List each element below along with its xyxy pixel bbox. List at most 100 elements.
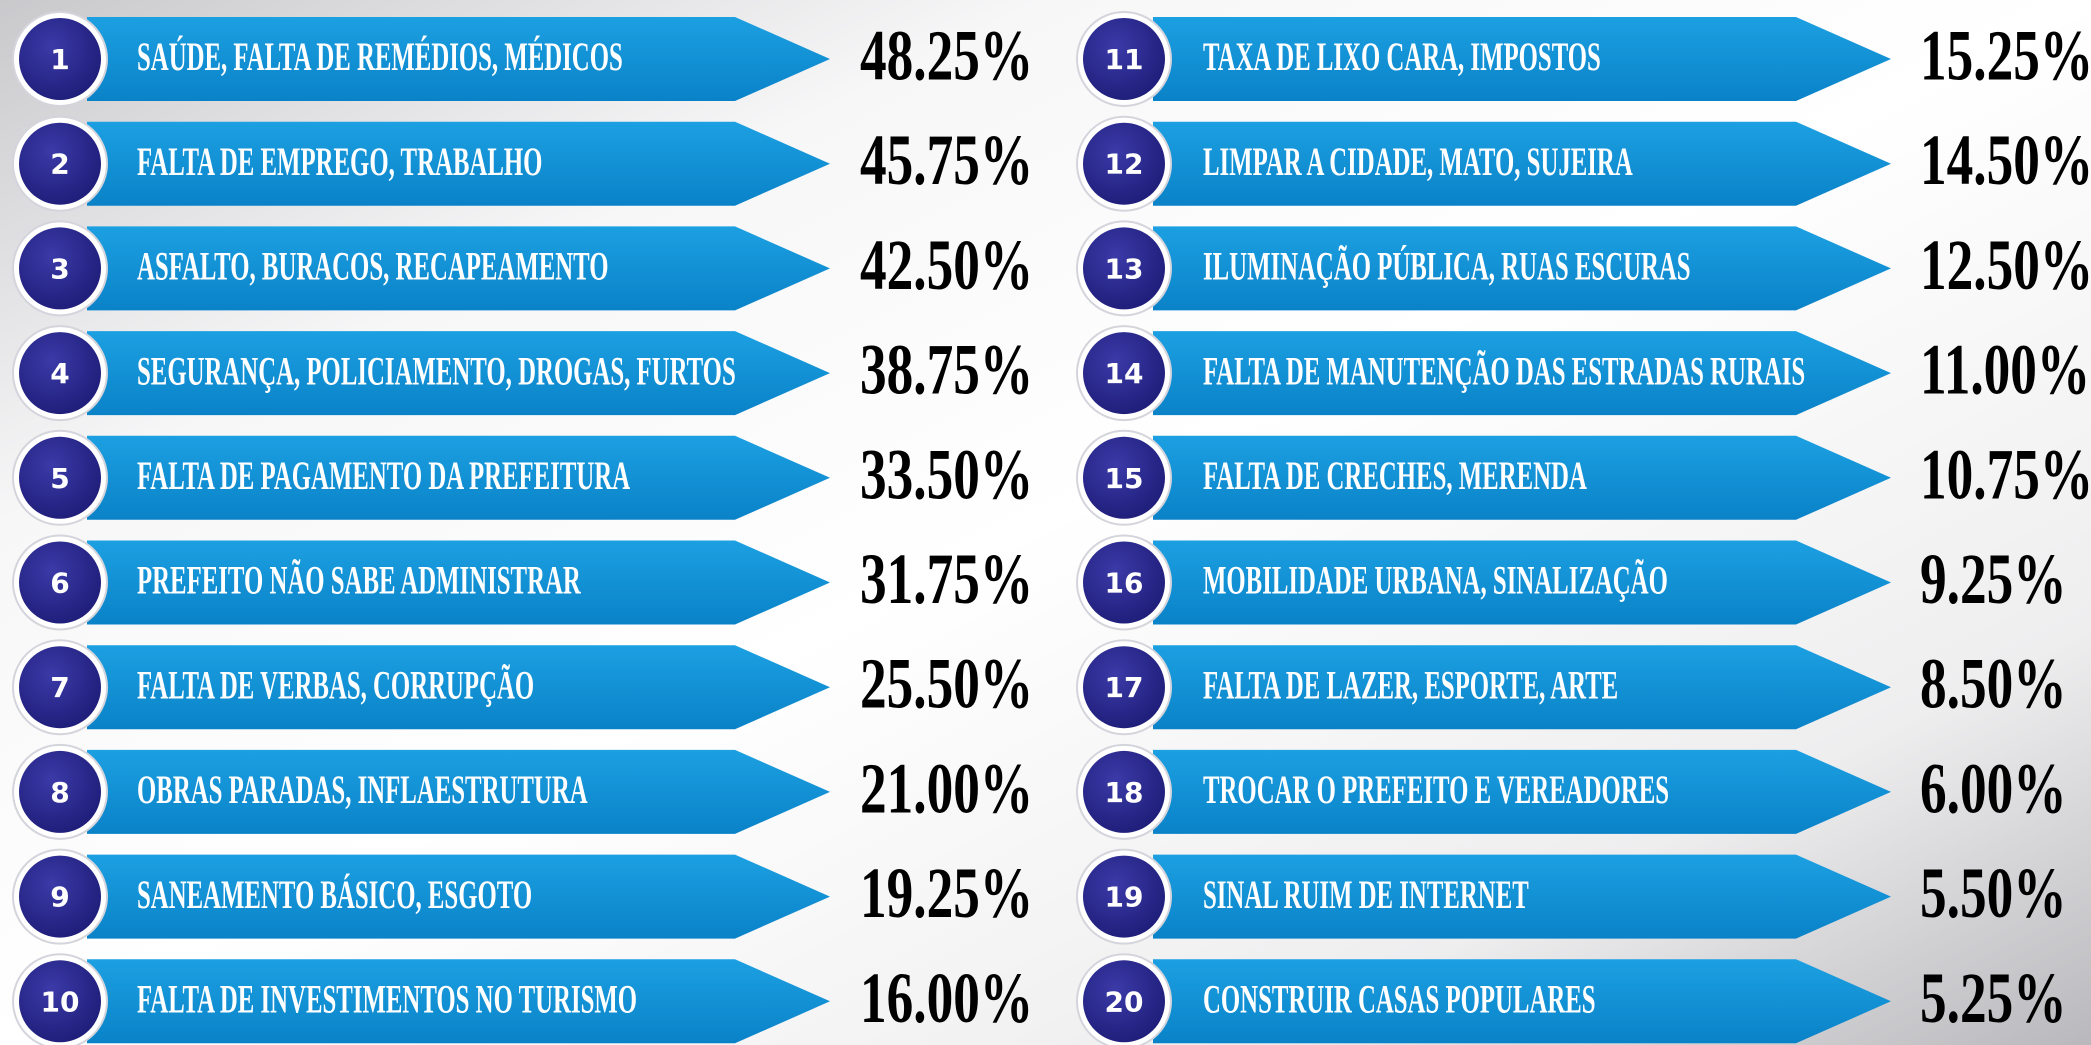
- rank-badge-inner: [1083, 750, 1165, 833]
- label-group: PREFEITO NÃO SABE ADMINISTRAR: [137, 559, 581, 603]
- percent-group: 42.50%: [860, 225, 1033, 305]
- arrow-banner: [1153, 540, 1891, 625]
- label-group: SEGURANÇA, POLICIAMENTO, DROGAS, FURTOS: [137, 349, 736, 393]
- label-group: OBRAS PARADAS, INFLAESTRUTURA: [137, 768, 588, 812]
- item-row: 2 FALTA DE EMPREGO, TRABALHO 45.75%: [12, 115, 1033, 212]
- item-percent: 25.50%: [860, 644, 1033, 724]
- label-group: LIMPAR A CIDADE, MATO, SUJEIRA: [1203, 140, 1633, 184]
- label-group: FALTA DE LAZER, ESPORTE, ARTE: [1203, 664, 1618, 708]
- percent-group: 33.50%: [860, 435, 1033, 515]
- arrow-banner: [87, 540, 830, 625]
- item-row: 14 FALTA DE MANUTENÇÃO DAS ESTRADAS RURAI…: [1076, 325, 2090, 422]
- item-row: 13 ILUMINAÇÃO PÚBLICA, RUAS ESCURAS 12.50%: [1076, 220, 2091, 317]
- item-percent: 5.25%: [1920, 958, 2067, 1038]
- label-group: FALTA DE PAGAMENTO DA PREFEITURA: [137, 454, 630, 498]
- rank-number: 11: [1105, 43, 1144, 76]
- rank-number: 3: [50, 252, 69, 285]
- percent-group: 31.75%: [860, 539, 1033, 619]
- item-label: ASFALTO, BURACOS, RECAPEAMENTO: [137, 245, 609, 289]
- label-group: TROCAR O PREFEITO E VEREADORES: [1203, 768, 1669, 812]
- item-percent: 42.50%: [860, 225, 1033, 305]
- rank-badge-inner: [1083, 541, 1165, 624]
- rank-number: 19: [1105, 881, 1144, 914]
- label-group: SINAL RUIM DE INTERNET: [1203, 873, 1529, 917]
- item-label: OBRAS PARADAS, INFLAESTRUTURA: [137, 768, 588, 812]
- percent-group: 10.75%: [1920, 435, 2091, 515]
- percent-group: 9.25%: [1920, 539, 2067, 619]
- item-row: 16 MOBILIDADE URBANA, SINALIZAÇÃO 9.25%: [1076, 534, 2067, 631]
- arrow-banner: [1153, 959, 1891, 1044]
- rank-number: 16: [1105, 567, 1144, 600]
- item-row: 10 FALTA DE INVESTIMENTOS NO TURISMO 16.00…: [12, 953, 1033, 1045]
- item-label: PREFEITO NÃO SABE ADMINISTRAR: [137, 559, 581, 603]
- arrow-banner: [87, 645, 830, 730]
- item-percent: 38.75%: [860, 330, 1033, 410]
- arrow-banner: [87, 121, 830, 206]
- item-percent: 33.50%: [860, 435, 1033, 515]
- label-group: CONSTRUIR CASAS POPULARES: [1203, 978, 1596, 1022]
- label-group: SANEAMENTO BÁSICO, ESGOTO: [137, 873, 532, 917]
- percent-group: 8.50%: [1920, 644, 2067, 724]
- rank-number: 12: [1105, 148, 1144, 181]
- arrow-banner: [1153, 854, 1891, 939]
- label-group: FALTA DE VERBAS, CORRUPÇÃO: [137, 664, 534, 708]
- item-percent: 19.25%: [860, 853, 1033, 933]
- item-row: 4 SEGURANÇA, POLICIAMENTO, DROGAS, FURTOS…: [12, 325, 1033, 422]
- rank-badge-inner: [19, 855, 101, 938]
- item-row: 11 TAXA DE LIXO CARA, IMPOSTOS 15.25%: [1076, 11, 2091, 107]
- item-label: SAÚDE, FALTA DE REMÉDIOS, MÉDICOS: [137, 34, 623, 80]
- label-group: SAÚDE, FALTA DE REMÉDIOS, MÉDICOS: [137, 34, 623, 80]
- item-label: LIMPAR A CIDADE, MATO, SUJEIRA: [1203, 140, 1633, 184]
- label-group: FALTA DE MANUTENÇÃO DAS ESTRADAS RURAIS: [1203, 349, 1805, 393]
- item-label: FALTA DE MANUTENÇÃO DAS ESTRADAS RURAIS: [1203, 349, 1805, 393]
- item-percent: 15.25%: [1920, 16, 2091, 96]
- arrow-banner: [1153, 435, 1891, 520]
- percent-group: 11.00%: [1920, 330, 2090, 410]
- item-percent: 21.00%: [860, 749, 1033, 829]
- rank-badge-inner: [19, 227, 101, 310]
- arrow-banner: [1153, 331, 1891, 416]
- rank-badge-inner: [19, 122, 101, 205]
- item-label: FALTA DE EMPREGO, TRABALHO: [137, 140, 542, 184]
- rank-badge-inner: [1083, 436, 1165, 519]
- rank-badge-inner: [1083, 122, 1165, 205]
- item-label: FALTA DE LAZER, ESPORTE, ARTE: [1203, 664, 1618, 708]
- rank-number: 10: [41, 985, 80, 1018]
- item-percent: 6.00%: [1920, 749, 2067, 829]
- item-percent: 10.75%: [1920, 435, 2091, 515]
- rank-badge-inner: [1083, 332, 1165, 415]
- item-label: FALTA DE VERBAS, CORRUPÇÃO: [137, 664, 534, 708]
- rank-badge-inner: [19, 750, 101, 833]
- item-label: FALTA DE INVESTIMENTOS NO TURISMO: [137, 978, 637, 1022]
- item-label: SINAL RUIM DE INTERNET: [1203, 873, 1529, 917]
- rank-number: 9: [50, 881, 69, 914]
- rank-badge-inner: [19, 436, 101, 519]
- rank-number: 13: [1105, 252, 1144, 285]
- arrow-banner: [87, 331, 830, 416]
- label-group: ILUMINAÇÃO PÚBLICA, RUAS ESCURAS: [1203, 244, 1691, 290]
- percent-group: 21.00%: [860, 749, 1033, 829]
- rank-badge-inner: [1083, 18, 1165, 100]
- arrow-banner: [87, 854, 830, 939]
- item-label: TROCAR O PREFEITO E VEREADORES: [1203, 768, 1669, 812]
- rank-number: 8: [50, 776, 69, 809]
- percent-group: 15.25%: [1920, 16, 2091, 96]
- rank-number: 14: [1105, 357, 1144, 390]
- rank-number: 15: [1105, 462, 1144, 495]
- label-group: FALTA DE INVESTIMENTOS NO TURISMO: [137, 978, 637, 1022]
- item-percent: 12.50%: [1920, 225, 2091, 305]
- rank-badge-inner: [1083, 960, 1165, 1043]
- item-label: FALTA DE PAGAMENTO DA PREFEITURA: [137, 454, 630, 498]
- percent-group: 19.25%: [860, 853, 1033, 933]
- arrow-banner: [87, 959, 830, 1044]
- rank-badge-inner: [19, 960, 101, 1043]
- label-group: FALTA DE EMPREGO, TRABALHO: [137, 140, 542, 184]
- rank-number: 7: [50, 671, 69, 704]
- rank-badge-inner: [1083, 855, 1165, 938]
- item-row: 20 CONSTRUIR CASAS POPULARES 5.25%: [1076, 953, 2067, 1045]
- percent-group: 16.00%: [860, 958, 1033, 1038]
- item-percent: 5.50%: [1920, 853, 2067, 933]
- item-percent: 45.75%: [860, 121, 1033, 201]
- item-row: 3 ASFALTO, BURACOS, RECAPEAMENTO 42.50%: [12, 220, 1033, 317]
- percent-group: 12.50%: [1920, 225, 2091, 305]
